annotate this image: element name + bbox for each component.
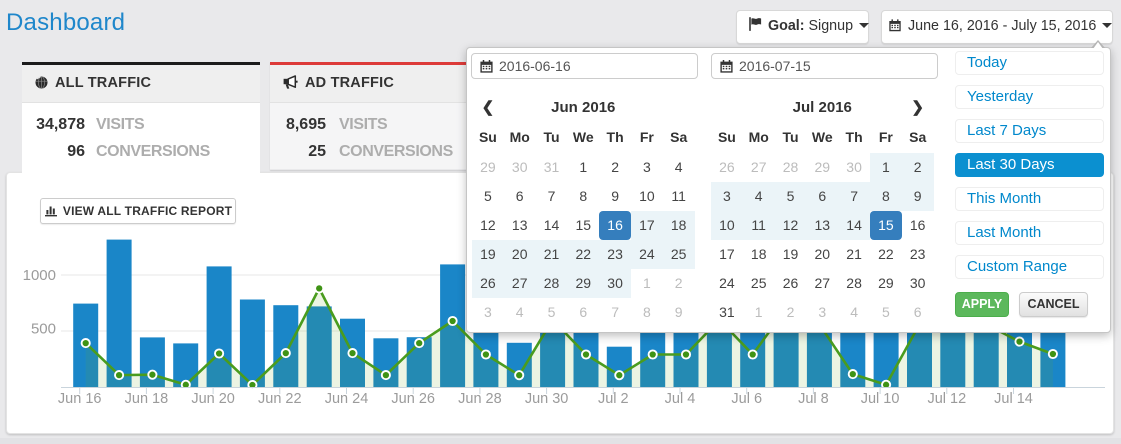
svg-text:Jun 20: Jun 20 [191,391,235,407]
svg-text:Jun 18: Jun 18 [125,391,169,407]
svg-text:1000: 1000 [23,267,56,284]
svg-text:Jul 12: Jul 12 [927,391,966,407]
svg-text:Jul 10: Jul 10 [861,391,900,407]
svg-text:Jun 26: Jun 26 [391,391,435,407]
svg-text:Jun 30: Jun 30 [525,391,569,407]
svg-text:Jul 14: Jul 14 [994,391,1033,407]
svg-text:Jun 24: Jun 24 [325,391,369,407]
svg-text:Jun 22: Jun 22 [258,391,302,407]
svg-text:Jul 2: Jul 2 [598,391,629,407]
svg-text:Jun 28: Jun 28 [458,391,502,407]
svg-text:500: 500 [31,321,56,338]
svg-text:Jul 8: Jul 8 [798,391,829,407]
svg-text:Jul 4: Jul 4 [665,391,696,407]
svg-text:Jul 6: Jul 6 [731,391,762,407]
svg-text:Jun 16: Jun 16 [58,391,102,407]
